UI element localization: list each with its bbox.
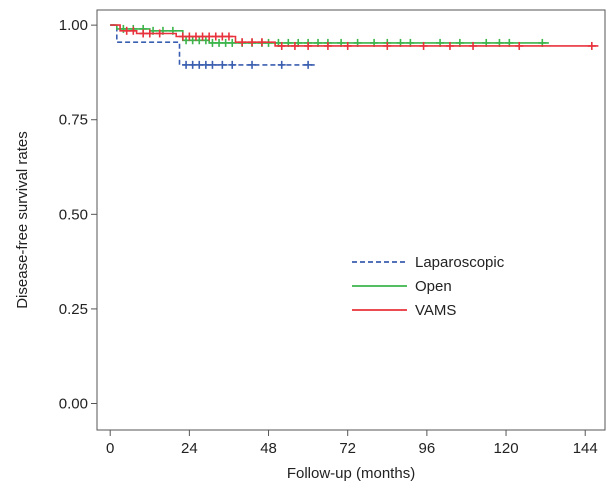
- legend: Laparoscopic Open VAMS: [352, 254, 505, 319]
- y-axis-title: Disease-free survival rates: [14, 131, 31, 309]
- plot-frame: [96, 9, 606, 431]
- x-axis: 0 24 48 72 96 120 144: [106, 430, 598, 457]
- series-vams: [110, 24, 599, 50]
- x-tick-label: 48: [260, 440, 277, 457]
- legend-item-open: Open: [352, 278, 452, 295]
- legend-label: VAMS: [415, 302, 456, 319]
- censor-mark-vams: [290, 41, 299, 50]
- censor-mark-vams: [155, 29, 164, 38]
- censor-mark-vams: [419, 41, 428, 50]
- y-axis: 0.00 0.25 0.50 0.75 1.00: [59, 17, 97, 413]
- censor-mark-vams: [224, 32, 233, 41]
- series-line-vams: [110, 24, 599, 47]
- censor-mark-laparoscopic: [277, 60, 286, 69]
- censor-mark-vams: [323, 41, 332, 50]
- censor-mark-vams: [515, 41, 524, 50]
- x-tick-label: 24: [181, 440, 198, 457]
- censor-mark-vams: [304, 41, 313, 50]
- x-tick-label: 144: [573, 440, 598, 457]
- y-tick-label: 0.50: [59, 206, 88, 223]
- x-tick-label: 0: [106, 440, 114, 457]
- x-tick-label: 96: [419, 440, 436, 457]
- censor-mark-vams: [238, 38, 247, 47]
- x-axis-title: Follow-up (months): [287, 465, 415, 482]
- censor-mark-laparoscopic: [228, 60, 237, 69]
- censor-mark-vams: [257, 38, 266, 47]
- x-tick-label: 120: [494, 440, 519, 457]
- censor-mark-laparoscopic: [304, 60, 313, 69]
- censor-mark-laparoscopic: [208, 60, 217, 69]
- censor-mark-vams: [277, 41, 286, 50]
- censor-mark-vams: [587, 41, 596, 50]
- legend-item-laparoscopic: Laparoscopic: [352, 254, 505, 271]
- y-tick-label: 0.00: [59, 396, 88, 413]
- series-laparoscopic: [110, 24, 315, 69]
- censor-mark-vams: [129, 26, 138, 35]
- censor-mark-vams: [469, 41, 478, 50]
- censor-mark-laparoscopic: [248, 60, 257, 69]
- censor-mark-laparoscopic: [218, 60, 227, 69]
- y-tick-label: 0.75: [59, 112, 88, 129]
- y-tick-label: 1.00: [59, 17, 88, 34]
- censor-mark-vams: [383, 41, 392, 50]
- censor-mark-vams: [145, 29, 154, 38]
- y-tick-label: 0.25: [59, 301, 88, 318]
- censor-mark-vams: [445, 41, 454, 50]
- x-tick-label: 72: [339, 440, 356, 457]
- series-layer: [110, 24, 599, 69]
- legend-label: Open: [415, 278, 452, 295]
- censor-mark-vams: [343, 41, 352, 50]
- censor-mark-vams: [248, 38, 257, 47]
- legend-label: Laparoscopic: [415, 254, 505, 271]
- legend-item-vams: VAMS: [352, 302, 456, 319]
